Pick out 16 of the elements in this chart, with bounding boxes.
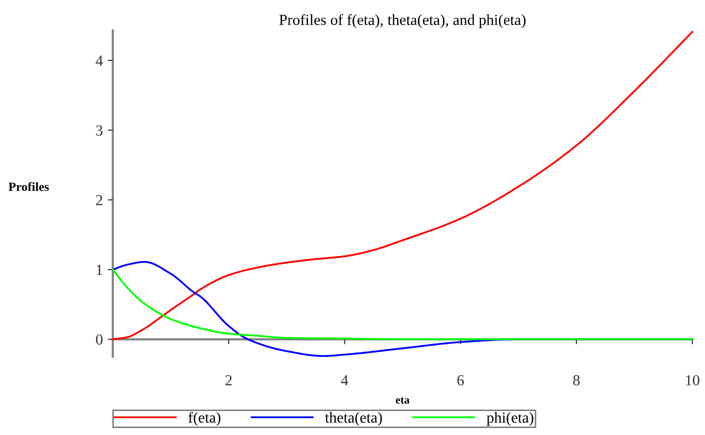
chart-title: Profiles of f(eta), theta(eta), and phi(eta): [279, 14, 526, 28]
y-tick-label: 3: [96, 125, 102, 136]
legend-label: f(eta): [188, 412, 220, 426]
x-tick-label: 10: [686, 375, 700, 386]
legend-label: phi(eta): [486, 412, 534, 426]
legend-label: theta(eta): [325, 412, 382, 426]
y-tick-label: 4: [96, 56, 103, 66]
y-tick-label: 2: [96, 195, 102, 206]
x-tick-label: 6: [457, 375, 464, 386]
x-tick-label: 2: [226, 375, 232, 386]
x-tick-label: 8: [573, 375, 580, 386]
x-tick-label: 4: [341, 375, 348, 386]
y-tick-label: 1: [96, 264, 102, 275]
x-axis-title: eta: [396, 397, 410, 404]
y-axis-title: Profiles: [8, 182, 49, 192]
y-tick-label: 0: [96, 334, 102, 345]
